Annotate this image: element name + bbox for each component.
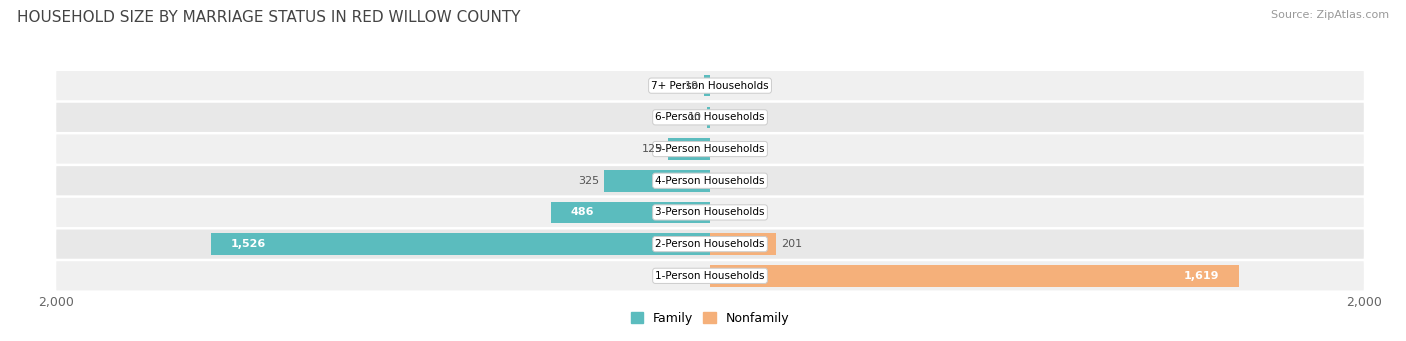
FancyBboxPatch shape	[56, 261, 1364, 291]
FancyBboxPatch shape	[56, 166, 1364, 195]
FancyBboxPatch shape	[56, 229, 1364, 259]
Bar	[603, 170, 710, 192]
Text: 201: 201	[780, 239, 801, 249]
Bar	[668, 138, 710, 160]
Text: 1,526: 1,526	[231, 239, 266, 249]
Text: 7+ Person Households: 7+ Person Households	[651, 80, 769, 91]
FancyBboxPatch shape	[56, 198, 1364, 227]
Text: Source: ZipAtlas.com: Source: ZipAtlas.com	[1271, 10, 1389, 20]
Text: 129: 129	[641, 144, 664, 154]
FancyBboxPatch shape	[56, 71, 1364, 100]
Text: 3-Person Households: 3-Person Households	[655, 207, 765, 218]
Legend: Family, Nonfamily: Family, Nonfamily	[626, 307, 794, 330]
Text: 1,619: 1,619	[1184, 271, 1219, 281]
Bar	[710, 233, 776, 255]
Text: HOUSEHOLD SIZE BY MARRIAGE STATUS IN RED WILLOW COUNTY: HOUSEHOLD SIZE BY MARRIAGE STATUS IN RED…	[17, 10, 520, 25]
Text: 6-Person Households: 6-Person Households	[655, 112, 765, 122]
Text: 19: 19	[685, 80, 699, 91]
Text: 325: 325	[578, 176, 599, 186]
Text: 5-Person Households: 5-Person Households	[655, 144, 765, 154]
Text: 10: 10	[688, 112, 702, 122]
Bar	[551, 202, 710, 223]
Bar	[211, 233, 710, 255]
Bar	[704, 75, 710, 97]
FancyBboxPatch shape	[56, 134, 1364, 164]
Text: 4-Person Households: 4-Person Households	[655, 176, 765, 186]
Bar	[707, 106, 710, 128]
FancyBboxPatch shape	[56, 103, 1364, 132]
Text: 1-Person Households: 1-Person Households	[655, 271, 765, 281]
Text: 2-Person Households: 2-Person Households	[655, 239, 765, 249]
Text: 486: 486	[571, 207, 595, 218]
Bar	[710, 265, 1239, 286]
